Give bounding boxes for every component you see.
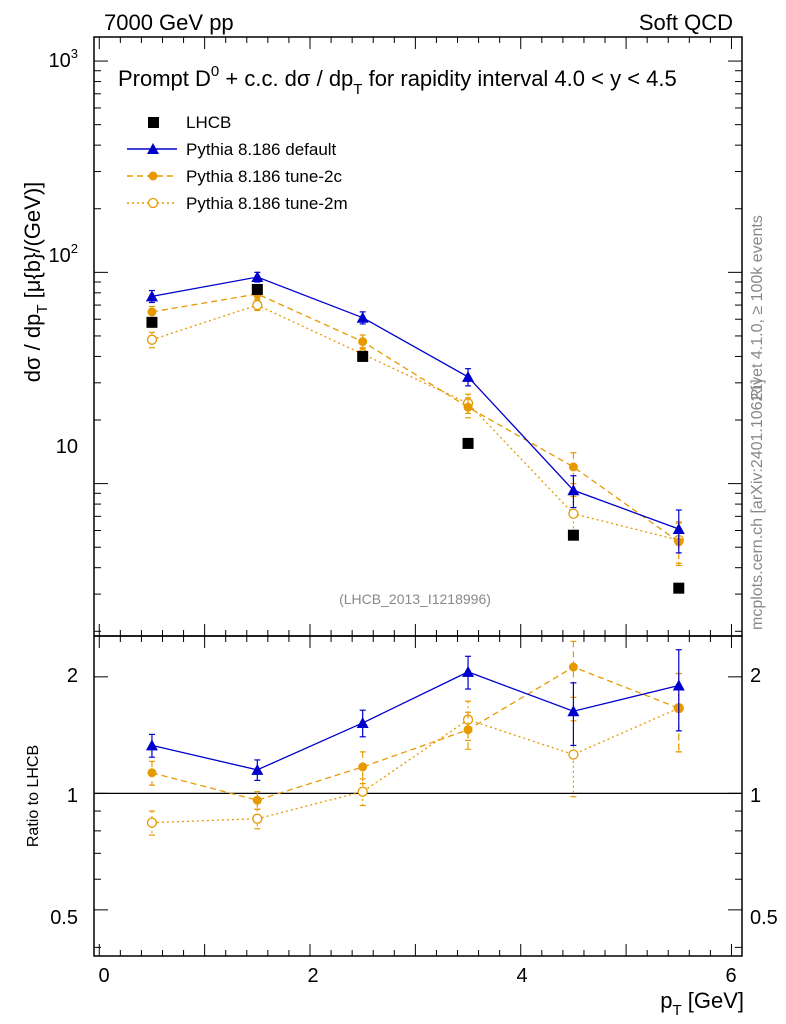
series-line-default <box>151 671 679 771</box>
legend: LHCB Pythia 8.186 default Pythia 8.186 t… <box>127 113 348 213</box>
ratio-ytick-label-2: 2 <box>67 665 78 687</box>
data-point-tune2c <box>358 762 368 772</box>
ratio-plot-data <box>145 640 685 836</box>
series-line-tune2c <box>151 293 680 543</box>
data-point-default <box>251 763 264 775</box>
plot-title: Prompt D0 + c.c. dσ / dpT for rapidity i… <box>118 63 677 98</box>
series-line-tune2c <box>151 666 680 801</box>
data-point-default <box>356 311 369 323</box>
data-point-tune2c <box>463 402 473 412</box>
title-part2: + c.c. dσ / dp <box>219 66 353 91</box>
ytick-label-100: 102 <box>49 241 78 267</box>
ratio-ytick-label-05: 0.5 <box>50 907 78 929</box>
data-point-tune2m <box>357 786 368 797</box>
data-point-default <box>672 522 685 534</box>
legend-marker-lhcb <box>148 117 159 128</box>
xtick-label-4: 4 <box>516 965 527 987</box>
data-point-tune2c <box>463 725 473 735</box>
xtick-label-0: 0 <box>98 965 109 987</box>
data-point-tune2m <box>252 813 263 824</box>
data-point-default <box>567 705 580 717</box>
main-y-axis-title: dσ / dpT [μ{b}/(GeV)] <box>20 182 51 383</box>
main-axis-ticks <box>94 37 742 636</box>
title-sup: 0 <box>211 63 219 80</box>
series-line-default <box>151 276 680 530</box>
legend-marker-tune2c <box>148 171 158 181</box>
header-right: Soft QCD <box>639 10 733 35</box>
data-point-default <box>672 679 685 691</box>
data-point-lhcb <box>567 529 579 541</box>
ratio-axis-ticks <box>94 636 742 956</box>
data-point-tune2m <box>252 299 263 311</box>
data-point-tune2c <box>147 768 157 778</box>
data-point-lhcb <box>357 350 369 362</box>
data-point-tune2c <box>147 307 157 317</box>
data-point-default <box>251 271 264 283</box>
data-point-lhcb <box>673 582 685 594</box>
xtick-label-2: 2 <box>307 965 318 987</box>
data-point-default <box>145 290 158 302</box>
data-point-lhcb <box>251 283 263 295</box>
ratio-ytick-label-1: 1 <box>67 785 78 807</box>
title-part1: Prompt D <box>118 66 211 91</box>
series-line-tune2m <box>151 707 680 824</box>
data-point-default <box>462 370 475 382</box>
data-point-lhcb <box>146 316 158 328</box>
data-point-tune2c <box>568 662 578 672</box>
data-point-lhcb <box>462 437 474 449</box>
legend-label-default: Pythia 8.186 default <box>186 140 337 159</box>
ratio-frame <box>93 635 743 957</box>
data-point-tune2m <box>146 334 158 345</box>
title-part3: for rapidity interval 4.0 < y < 4.5 <box>362 66 676 91</box>
rivet-label: Rivet 4.1.0, ≥ 100k events <box>749 215 766 400</box>
series-line-tune2m <box>151 304 679 541</box>
legend-label-tune2c: Pythia 8.186 tune-2c <box>186 167 342 186</box>
ratio-ytick-label-1-right: 1 <box>750 785 761 807</box>
data-point-tune2m <box>568 508 579 519</box>
legend-marker-tune2m <box>147 197 159 209</box>
data-point-default <box>462 665 475 677</box>
ytick-label-10: 10 <box>56 436 78 458</box>
data-point-default <box>567 484 580 496</box>
data-point-default <box>145 739 158 751</box>
data-point-tune2m <box>568 749 579 760</box>
data-point-tune2m <box>146 817 158 828</box>
mcplots-label: mcplots.cern.ch [arXiv:2401.10621] <box>749 379 766 630</box>
ytick-label-1000: 103 <box>49 46 78 72</box>
x-axis-title: pT [GeV] <box>660 988 744 1019</box>
data-point-tune2c <box>568 462 578 472</box>
ratio-ytick-label-2-right: 2 <box>750 665 761 687</box>
analysis-watermark: (LHCB_2013_I1218996) <box>339 591 491 607</box>
ratio-ytick-label-05-right: 0.5 <box>750 907 778 929</box>
ratio-y-axis-title: Ratio to LHCB <box>25 745 42 847</box>
legend-label-lhcb: LHCB <box>186 113 231 132</box>
header-left: 7000 GeV pp <box>104 10 234 35</box>
main-plot-data <box>145 271 685 594</box>
data-point-tune2c <box>252 795 262 805</box>
data-point-default <box>356 716 369 728</box>
legend-marker-default <box>147 143 159 154</box>
xtick-label-6: 6 <box>725 965 736 987</box>
title-sub: T <box>353 81 362 98</box>
data-point-tune2c <box>358 337 368 347</box>
legend-label-tune2m: Pythia 8.186 tune-2m <box>186 194 348 213</box>
